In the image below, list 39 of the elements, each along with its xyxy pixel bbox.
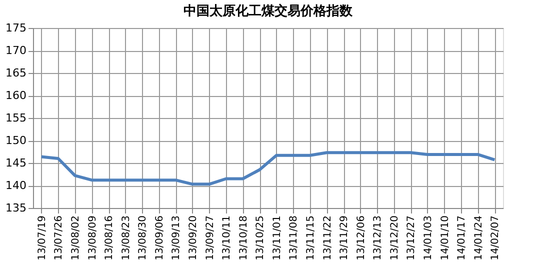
y-tick-label: 145	[6, 156, 26, 170]
y-tick-label: 140	[6, 179, 26, 192]
x-tick-label: 13/10/25	[255, 216, 266, 260]
x-tick-label: 13/10/11	[222, 216, 233, 260]
x-tick-label: 13/12/27	[406, 216, 418, 260]
chart-title: 中国太原化工煤交易价格指数	[184, 3, 354, 19]
x-tick-label: 14/01/24	[473, 216, 484, 260]
x-tick-label: 13/12/20	[389, 216, 400, 260]
x-tick-label: 13/11/08	[288, 216, 300, 260]
line-series	[40, 151, 496, 186]
x-tick-label: 13/08/16	[104, 216, 116, 260]
y-tick-label: 160	[6, 89, 26, 102]
x-tick-label: 13/08/09	[87, 216, 98, 260]
x-tick-label: 13/12/13	[372, 216, 384, 260]
y-tick-label: 135	[6, 202, 26, 214]
x-tick-label: 13/11/01	[272, 216, 283, 260]
x-tick-label: 13/11/29	[339, 216, 350, 260]
x-tick-label: 13/08/23	[120, 216, 132, 260]
y-tick-label: 150	[6, 134, 26, 147]
x-tick-label: 13/07/26	[54, 216, 65, 260]
x-tick-label: 13/09/06	[154, 216, 166, 260]
x-tick-label: 14/01/17	[456, 216, 468, 260]
x-tick-label: 13/09/27	[204, 216, 216, 260]
y-tick-label: 155	[6, 112, 26, 124]
x-tick-label: 13/11/22	[322, 216, 334, 260]
y-tick-label: 170	[6, 44, 26, 57]
y-tick-label: 175	[6, 22, 26, 34]
x-tick-label: 14/01/10	[440, 216, 451, 260]
x-tick-label: 14/02/07	[490, 216, 502, 260]
x-tick-label: 13/11/15	[305, 216, 316, 260]
x-tick-label: 13/09/13	[171, 216, 182, 260]
x-tick-label: 13/12/06	[356, 216, 367, 260]
x-tick-label: 13/09/20	[188, 216, 199, 260]
x-tick-label: 13/07/19	[36, 216, 48, 260]
x-tick-label: 13/10/18	[238, 216, 250, 260]
x-tick-label: 13/08/30	[138, 216, 149, 260]
x-tick-label: 14/01/03	[422, 216, 434, 260]
x-tick-label: 13/08/02	[70, 216, 82, 260]
y-tick-label: 165	[6, 66, 26, 80]
